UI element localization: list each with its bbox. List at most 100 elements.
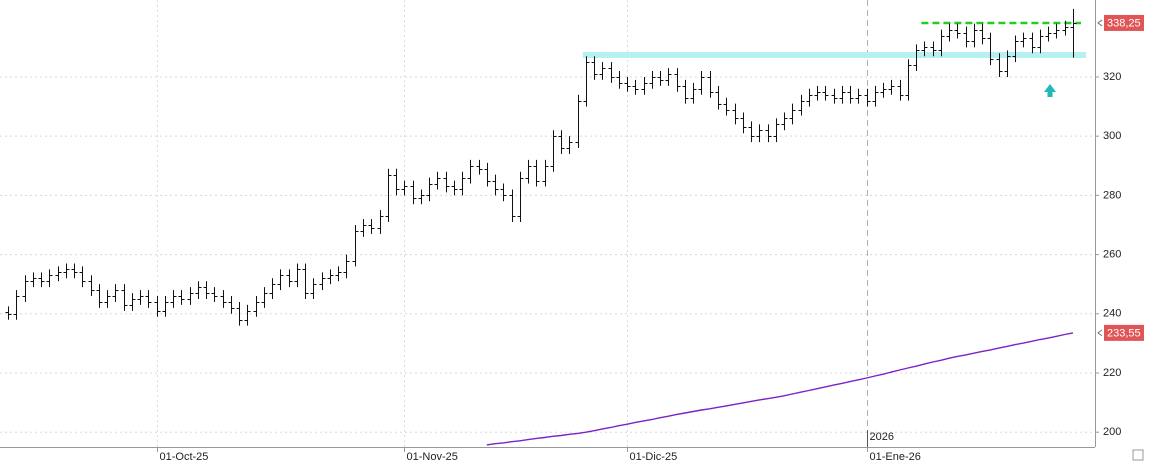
- ohlc-bar: [104, 290, 111, 308]
- ohlc-bar: [410, 180, 417, 205]
- moving-average: [486, 332, 1074, 446]
- ohlc-bar: [872, 85, 879, 107]
- y-tick-label: 320: [1103, 71, 1121, 83]
- ohlc-bar: [476, 159, 483, 175]
- ohlc-bar: [46, 269, 53, 288]
- ohlc-bar: [690, 82, 697, 104]
- x-tick-label: 01-Dic-25: [630, 451, 678, 463]
- last-value-label: 233,55: [1107, 327, 1141, 339]
- ohlc-bar: [71, 263, 78, 279]
- ohlc-bar: [88, 275, 95, 297]
- ohlc-bar: [533, 159, 540, 187]
- ohlc-bar: [839, 85, 846, 104]
- x-tick-label: 01-Oct-25: [160, 451, 209, 463]
- ohlc-bar: [112, 284, 119, 302]
- ohlc-bar: [137, 290, 144, 305]
- ohlc-bar: [467, 159, 474, 184]
- ohlc-bar: [979, 23, 986, 45]
- ohlc-bar: [765, 124, 772, 143]
- ohlc-bar: [38, 272, 45, 288]
- ohlc-bar: [971, 23, 978, 48]
- ohlc-bar: [178, 290, 185, 305]
- ohlc-bar: [96, 284, 103, 308]
- ohlc-bar: [657, 71, 664, 86]
- ohlc-bar: [1004, 50, 1011, 77]
- ohlc-bar: [674, 68, 681, 92]
- ohlc-bar: [55, 266, 62, 282]
- ohlc-bar: [79, 266, 86, 288]
- y-tick-label: 280: [1103, 189, 1121, 201]
- ohlc-bar: [624, 76, 631, 92]
- ohlc-bar: [542, 159, 549, 187]
- ohlc-bar: [732, 103, 739, 125]
- ohlc-bar: [509, 189, 516, 223]
- ohlc-bar: [360, 219, 367, 237]
- ohlc-bar: [897, 79, 904, 101]
- ohlc-bar: [170, 290, 177, 308]
- ohlc-bar: [930, 41, 937, 57]
- ohlc-bar: [22, 275, 29, 302]
- ohlc-bar: [880, 82, 887, 98]
- corner-icon: [1132, 449, 1144, 461]
- ohlc-bar: [649, 71, 656, 89]
- ohlc-bar: [451, 180, 458, 196]
- ohlc-bar: [632, 79, 639, 95]
- ohlc-bar: [888, 79, 895, 95]
- ohlc-bar: [641, 76, 648, 95]
- ohlc-bar: [954, 23, 961, 39]
- y-tick-label: 240: [1103, 308, 1121, 320]
- ohlc-bar: [162, 296, 169, 317]
- ohlc-bar: [377, 210, 384, 234]
- ohlc-bar: [220, 290, 227, 308]
- ohlc-bar: [525, 159, 532, 184]
- x-tick-label: 01-Nov-25: [407, 451, 458, 463]
- ohlc-bar: [187, 287, 194, 305]
- ohlc-bar: [343, 254, 350, 279]
- ohlc-bar: [203, 281, 210, 299]
- ohlc-bar: [987, 32, 994, 66]
- ohlc-bar: [1053, 23, 1060, 39]
- year-label: 2026: [870, 431, 894, 443]
- ohlc-bar: [921, 41, 928, 57]
- ohlc-bar: [319, 272, 326, 291]
- ohlc-bar: [748, 121, 755, 143]
- signal-arrow: [1044, 84, 1056, 97]
- ohlc-bar: [756, 124, 763, 143]
- ohlc-bar: [253, 296, 260, 317]
- ohlc-bar: [583, 56, 590, 107]
- ohlc-bar: [484, 162, 491, 187]
- ohlc-bar: [558, 130, 565, 154]
- last-value-box: [1104, 14, 1144, 31]
- ohlc-bar: [385, 168, 392, 223]
- ohlc-bar: [575, 94, 582, 149]
- ohlc-bar: [905, 59, 912, 101]
- ohlc-bar: [302, 263, 309, 299]
- ohlc-bar: [443, 171, 450, 193]
- ohlc-bar: [129, 293, 136, 311]
- ohlc-bar: [294, 263, 301, 288]
- ohlc-bar: [30, 272, 37, 288]
- ohlc-bar: [63, 263, 70, 279]
- ohlc-bar: [913, 44, 920, 72]
- last-value-pointer: [1097, 19, 1103, 27]
- ohlc-bar: [145, 290, 152, 308]
- ohlc-bar: [798, 94, 805, 116]
- ohlc-bar: [665, 68, 672, 86]
- ohlc-bar: [459, 171, 466, 196]
- y-tick-label: 220: [1103, 367, 1121, 379]
- ohlc-bar: [682, 79, 689, 104]
- ohlc-bar: [1012, 35, 1019, 63]
- ohlc-bar: [5, 306, 12, 320]
- x-tick-label: 01-Ene-26: [870, 451, 921, 463]
- ohlc-bar: [434, 171, 441, 190]
- ohlc-bar: [781, 112, 788, 131]
- ohlc-bar: [236, 301, 243, 326]
- ohlc-bar: [401, 180, 408, 196]
- ohlc-bar: [789, 103, 796, 125]
- ohlc-bar: [368, 219, 375, 234]
- ohlc-bar: [847, 85, 854, 104]
- ohlc-bar: [608, 62, 615, 83]
- ohlc-bar: [426, 177, 433, 202]
